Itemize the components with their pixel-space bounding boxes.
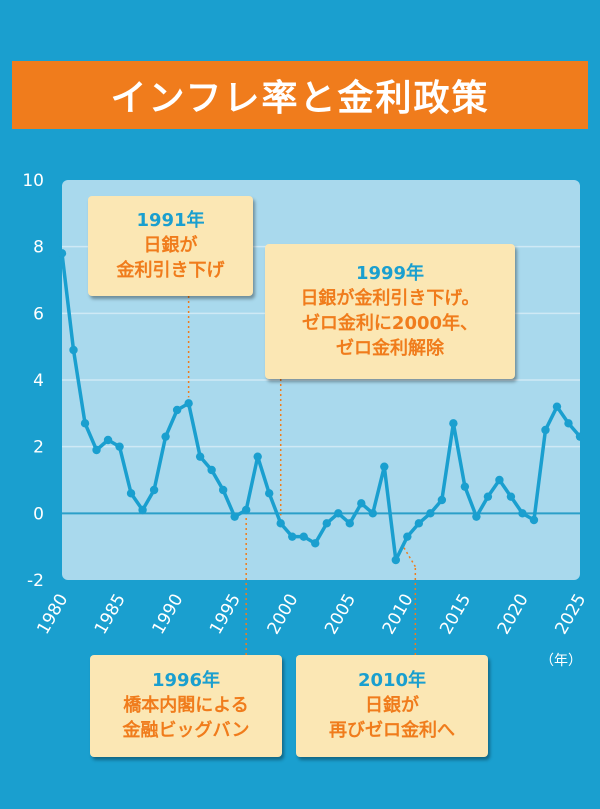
inflation-series-line <box>60 253 582 562</box>
y-tick-label: 8 <box>33 238 44 258</box>
x-tick-label: 2015 <box>436 591 475 638</box>
data-point-2013 <box>437 495 447 505</box>
x-tick-label: 1990 <box>148 591 187 638</box>
data-point-2011 <box>414 519 424 528</box>
data-point-2003 <box>322 519 331 528</box>
title-bar: インフレ率と金利政策 <box>12 61 588 129</box>
callout-1991-line-2: 金利引き下げ <box>116 260 225 281</box>
data-point-1997 <box>253 452 262 461</box>
y-tick-label: 10 <box>22 171 44 191</box>
x-tick-label: 1980 <box>33 591 72 638</box>
data-point-1998 <box>265 489 274 498</box>
y-tick-label: -2 <box>27 571 44 591</box>
data-point-1993 <box>207 465 216 475</box>
callout-1991: 1991年 日銀が 金利引き下げ <box>88 196 253 296</box>
callout-2010-year: 2010年 <box>357 670 427 691</box>
x-axis-unit-label: （年） <box>540 653 582 669</box>
x-tick-label: 1985 <box>91 591 130 638</box>
data-point-2010 <box>403 532 412 541</box>
data-point-2015 <box>460 482 470 491</box>
data-point-2009 <box>391 555 401 565</box>
data-point-2024 <box>564 419 573 428</box>
callout-1999-line-3: ゼロ金利解除 <box>336 338 444 359</box>
x-tick-label: 2010 <box>379 591 418 638</box>
callout-1996-line-2: 金融ビッグバン <box>122 720 250 741</box>
data-point-2014 <box>449 419 458 428</box>
data-point-1982 <box>80 419 90 428</box>
x-tick-label: 2000 <box>264 591 303 638</box>
y-tick-label: 6 <box>33 304 44 324</box>
data-point-2017 <box>483 492 493 501</box>
page-title: インフレ率と金利政策 <box>110 78 490 119</box>
y-tick-label: 4 <box>33 371 44 391</box>
callout-1996-year: 1996年 <box>151 670 221 691</box>
callout-2010-line-2: 再びゼロ金利へ <box>329 720 455 741</box>
data-point-2006 <box>357 499 366 508</box>
data-point-1988 <box>149 485 159 495</box>
data-point-2022 <box>541 425 550 435</box>
data-point-2020 <box>518 509 527 518</box>
data-point-1981 <box>69 345 78 355</box>
leader-2010-tip <box>402 546 416 568</box>
data-point-1989 <box>161 432 170 441</box>
data-point-2018 <box>495 475 504 485</box>
data-point-1987 <box>138 505 147 515</box>
y-tick-label: 2 <box>33 438 44 458</box>
callout-1999-year: 1999年 <box>355 263 425 284</box>
data-point-2008 <box>380 462 389 471</box>
callout-1999: 1999年 日銀が金利引き下げ。 ゼロ金利に2000年、 ゼロ金利解除 <box>265 244 515 379</box>
data-point-1991 <box>184 399 193 408</box>
data-point-1999 <box>276 519 285 528</box>
data-point-1992 <box>195 452 205 461</box>
data-point-1995 <box>230 512 239 521</box>
callout-1991-line-1: 日銀が <box>143 235 198 256</box>
data-point-1985 <box>115 442 124 451</box>
data-point-2001 <box>299 532 308 541</box>
data-point-1986 <box>126 489 136 498</box>
callout-2010-line-1: 日銀が <box>365 695 419 716</box>
callout-1999-line-1: 日銀が金利引き下げ。 <box>300 288 480 309</box>
x-tick-label: 1995 <box>206 591 245 638</box>
data-point-2000 <box>288 532 297 541</box>
data-point-2012 <box>426 509 435 518</box>
data-point-2016 <box>472 512 481 521</box>
x-tick-label: 2025 <box>551 591 590 638</box>
callout-1999-line-2: ゼロ金利に2000年、 <box>301 313 479 334</box>
data-point-1983 <box>92 445 101 455</box>
data-point-2023 <box>552 402 562 411</box>
data-point-1984 <box>103 435 113 445</box>
callout-1996: 1996年 橋本内閣による 金融ビッグバン <box>90 655 282 757</box>
data-point-2002 <box>311 539 320 548</box>
data-point-1996 <box>241 505 251 515</box>
data-point-1980 <box>57 249 67 258</box>
data-point-2021 <box>529 515 539 525</box>
callout-2010: 2010年 日銀が 再びゼロ金利へ <box>296 655 488 757</box>
data-point-2007 <box>368 509 377 518</box>
data-point-2019 <box>506 492 516 501</box>
y-tick-label: 0 <box>33 504 44 524</box>
data-point-2025 <box>575 432 585 441</box>
data-point-2005 <box>345 519 354 528</box>
callout-1991-year: 1991年 <box>136 210 205 231</box>
x-tick-label: 2020 <box>494 591 533 638</box>
data-point-1990 <box>172 405 182 415</box>
data-point-1994 <box>218 485 228 495</box>
callout-1996-line-1: 橋本内閣による <box>123 695 249 716</box>
data-point-2004 <box>334 509 343 518</box>
x-tick-label: 2005 <box>321 591 360 638</box>
